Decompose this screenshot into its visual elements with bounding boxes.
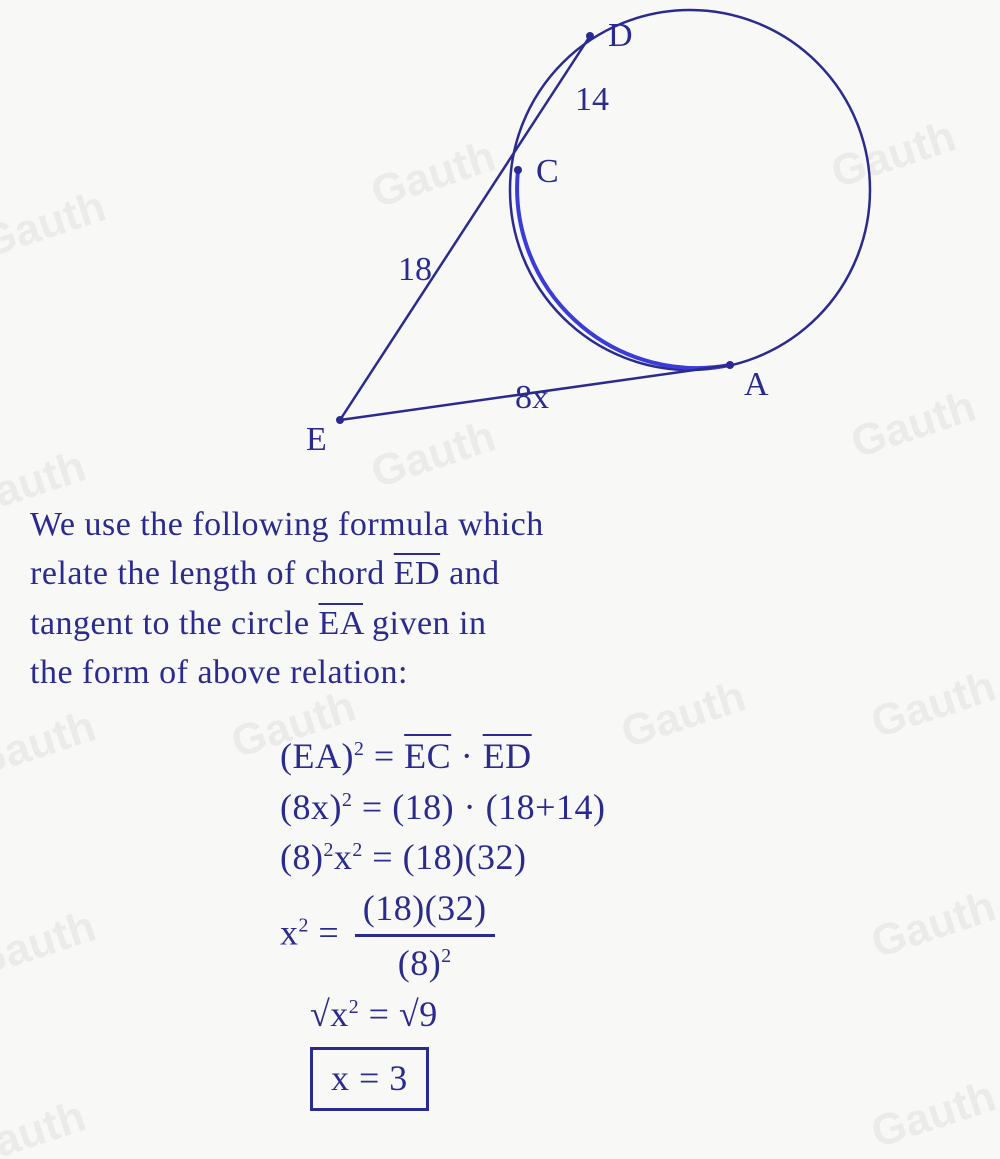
svg-text:E: E bbox=[306, 421, 327, 458]
math-row: (8)2x2 = (18)(32) bbox=[280, 833, 605, 882]
prose-line: relate the length of chord ED and bbox=[30, 549, 970, 598]
svg-text:14: 14 bbox=[575, 81, 609, 118]
explanation-text: We use the following formula whichrelate… bbox=[30, 500, 970, 697]
math-working: (EA)2 = EC · ED(8x)2 = (18) · (18+14)(8)… bbox=[280, 730, 605, 1113]
svg-text:A: A bbox=[744, 366, 769, 403]
watermark: Gauth bbox=[0, 182, 112, 269]
final-answer: x = 3 bbox=[310, 1047, 429, 1112]
math-row: √x2 = √9 bbox=[310, 990, 605, 1039]
watermark: Gauth bbox=[865, 882, 1000, 969]
geometry-diagram: D C A E 14 18 8x bbox=[290, 0, 910, 475]
svg-text:18: 18 bbox=[398, 251, 432, 288]
math-row: (EA)2 = EC · ED bbox=[280, 732, 605, 781]
watermark: Gauth bbox=[0, 902, 102, 989]
math-row: x = 3 bbox=[310, 1041, 605, 1112]
math-row: (8x)2 = (18) · (18+14) bbox=[280, 783, 605, 832]
math-row: x2 = (18)(32)(8)2 bbox=[280, 884, 605, 988]
svg-text:C: C bbox=[536, 153, 559, 190]
prose-line: tangent to the circle EA given in bbox=[30, 599, 970, 648]
watermark: Gauth bbox=[0, 702, 102, 789]
prose-line: the form of above relation: bbox=[30, 648, 970, 697]
svg-text:D: D bbox=[608, 17, 633, 54]
watermark: Gauth bbox=[0, 1092, 92, 1159]
svg-text:8x: 8x bbox=[515, 379, 549, 416]
watermark: Gauth bbox=[865, 1072, 1000, 1159]
diagram-svg: D C A E 14 18 8x bbox=[290, 0, 910, 470]
prose-line: We use the following formula which bbox=[30, 500, 970, 549]
